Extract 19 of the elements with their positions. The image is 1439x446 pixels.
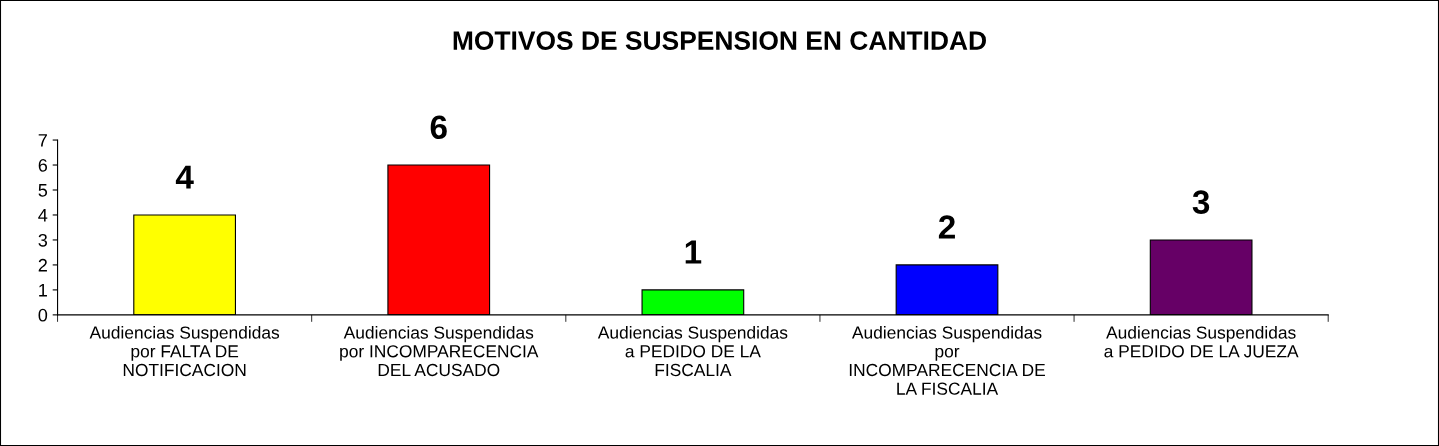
y-tick-label: 5 <box>38 184 48 197</box>
data-label: 3 <box>1192 190 1210 214</box>
data-label: 2 <box>938 215 955 239</box>
x-tick-label: Audiencias Suspendidas a PEDIDO DE LA JUEZA <box>1104 325 1299 358</box>
y-tick-label: 1 <box>39 284 47 297</box>
y-tick-label: 2 <box>38 258 47 272</box>
data-label: 1 <box>685 240 702 264</box>
data-label: 6 <box>430 115 447 139</box>
x-tick-label: Audiencias Suspendidas por INCOMPARECENCIA DEL ACUSADO <box>340 325 539 377</box>
y-tick-label: 7 <box>38 134 47 147</box>
y-tick-label: 0 <box>38 308 48 322</box>
chart-title: MOTIVOS DE SUSPENSION EN CANTIDAD <box>453 31 986 50</box>
y-tick-label: 3 <box>38 233 48 247</box>
x-tick-label: Audiencias Suspendidas por INCOMPARECENCIA DE LA FISCALIA <box>849 325 1045 395</box>
y-tick-label: 6 <box>38 158 48 172</box>
data-label: 4 <box>175 165 194 189</box>
y-tick-label: 4 <box>38 209 48 222</box>
x-tick-label: Audiencias Suspendidas a PEDIDO DE LA FISCALIA <box>597 325 788 377</box>
x-tick-label: Audiencias Suspendidas por FALTA DE NOTIFICACION <box>89 325 280 377</box>
